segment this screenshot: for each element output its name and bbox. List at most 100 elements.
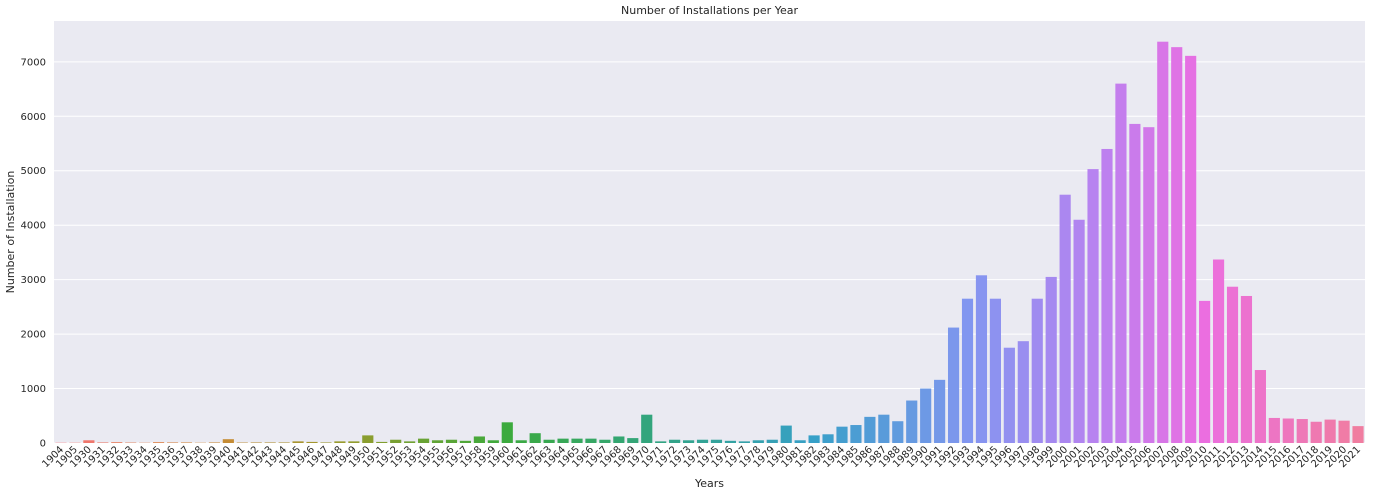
bar-1995 (989, 298, 1001, 443)
bar-1946 (306, 441, 318, 443)
bar-2001 (1073, 219, 1085, 443)
bar-1966 (585, 438, 597, 443)
bar-2010 (1199, 300, 1211, 443)
bar-1976 (724, 440, 736, 443)
bar-1953 (404, 441, 416, 443)
bar-1988 (892, 421, 904, 443)
bar-1944 (278, 442, 290, 443)
bar-1964 (557, 438, 569, 443)
bar-1955 (431, 440, 444, 443)
bar-1998 (1031, 298, 1043, 443)
bar-1958 (473, 436, 485, 443)
bar-1932 (111, 442, 123, 443)
bar-1936 (166, 442, 179, 443)
bar-1993 (961, 298, 974, 443)
bar-1967 (599, 439, 611, 443)
bar-1952 (390, 439, 402, 443)
bar-2002 (1087, 169, 1099, 444)
bar-1969 (627, 438, 639, 443)
bar-2014 (1254, 370, 1266, 443)
bar-2011 (1212, 259, 1225, 443)
bar-2018 (1310, 421, 1322, 443)
bar-2005 (1129, 123, 1141, 443)
y-tick-label: 2000 (21, 330, 46, 341)
bar-2012 (1226, 286, 1239, 443)
bar-1957 (459, 440, 472, 443)
bar-1986 (864, 416, 876, 443)
bar-1961 (515, 440, 527, 443)
bar-1991 (934, 379, 946, 443)
y-tick-label: 0 (40, 439, 46, 450)
bar-2017 (1296, 419, 1308, 443)
bar-1987 (878, 414, 890, 443)
y-tick-labels: 0 1000 2000 3000 4000 5000 6000 7000 (21, 57, 46, 449)
bar-1997 (1017, 341, 1029, 443)
bar-1945 (292, 441, 304, 443)
bar-1940 (222, 439, 234, 443)
bar-2000 (1059, 194, 1071, 443)
bar-2016 (1282, 418, 1294, 443)
bar-1980 (780, 425, 792, 443)
bar-1970 (641, 414, 653, 443)
bar-1978 (752, 440, 764, 443)
bar-2019 (1324, 419, 1336, 443)
bar-2020 (1338, 420, 1350, 443)
y-tick-label: 6000 (21, 112, 46, 123)
bar-1982 (808, 435, 820, 443)
bar-1989 (906, 400, 918, 443)
bar-1975 (710, 439, 723, 443)
bar-1947 (320, 442, 332, 443)
bar-2013 (1240, 295, 1253, 443)
bar-1935 (153, 442, 165, 443)
y-tick-label: 4000 (21, 221, 46, 232)
bar-1968 (613, 436, 625, 443)
bar-1963 (543, 439, 555, 443)
y-tick-label: 3000 (21, 275, 46, 286)
bar-1959 (487, 440, 499, 443)
bar-1950 (362, 435, 374, 443)
bar-1965 (571, 438, 583, 443)
bar-1977 (738, 441, 750, 443)
bar-2008 (1171, 47, 1183, 443)
bar-1973 (683, 440, 695, 443)
bar-1931 (97, 442, 109, 443)
bar-1962 (529, 433, 541, 443)
bars (55, 41, 1364, 444)
x-tick-labels: 1904190519301931193219331934193519361937… (40, 444, 1363, 470)
bar-1949 (348, 441, 360, 443)
bar-1996 (1003, 347, 1015, 443)
bar-1948 (334, 441, 346, 443)
bar-2021 (1352, 426, 1364, 443)
bar-1992 (947, 327, 960, 443)
bar-1937 (180, 442, 193, 443)
y-tick-label: 1000 (21, 384, 46, 395)
bar-1984 (836, 426, 848, 443)
bar-1971 (655, 441, 667, 443)
bar-2009 (1185, 55, 1197, 443)
bar-1974 (696, 439, 709, 443)
bar-1956 (445, 439, 458, 443)
bar-1999 (1045, 276, 1057, 443)
bar-2007 (1157, 41, 1169, 443)
bar-1930 (83, 440, 95, 443)
bar-1990 (920, 388, 932, 443)
bar-1951 (376, 441, 388, 443)
bar-1943 (264, 442, 276, 443)
bar-1983 (822, 434, 834, 443)
bar-1985 (850, 425, 862, 443)
bar-2003 (1101, 148, 1113, 443)
y-tick-label: 5000 (21, 166, 46, 177)
bar-1942 (250, 442, 262, 443)
bar-1972 (669, 439, 681, 443)
y-tick-label: 7000 (21, 57, 46, 68)
bar-1994 (975, 275, 988, 443)
bar-1939 (208, 442, 220, 443)
bar-1960 (501, 422, 513, 443)
bar-2004 (1115, 83, 1127, 444)
bar-2015 (1268, 417, 1280, 443)
chart-title: Number of Installations per Year (621, 4, 798, 17)
bar-1954 (418, 438, 430, 443)
y-axis-label: Number of Installation (4, 171, 17, 294)
x-axis-label: Years (694, 477, 724, 490)
